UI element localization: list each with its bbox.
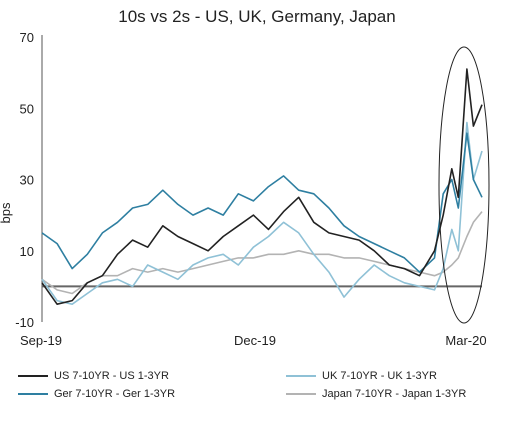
legend-item: US 7-10YR - US 1-3YR [18, 370, 169, 382]
legend-swatch [18, 393, 48, 395]
y-tick-label: 30 [20, 173, 34, 188]
legend-label: Japan 7-10YR - Japan 1-3YR [322, 388, 467, 400]
series-line-1 [41, 121, 483, 306]
y-tick-label: 70 [20, 30, 34, 45]
y-tick-label: -10 [15, 315, 34, 330]
legend-swatch [286, 375, 316, 377]
x-tick-label: Sep-19 [20, 333, 62, 348]
legend: US 7-10YR - US 1-3YR UK 7-10YR - UK 1-3YR… [0, 360, 515, 421]
x-ticks: Sep-19 Dec-19 Mar-20 [20, 333, 487, 348]
x-tick-label: Dec-19 [234, 333, 276, 348]
legend-item: UK 7-10YR - UK 1-3YR [286, 370, 437, 382]
legend-item: Japan 7-10YR - Japan 1-3YR [286, 388, 466, 400]
y-axis-label: bps [0, 202, 13, 223]
series-line-3 [41, 211, 483, 295]
chart-title: 10s vs 2s - US, UK, Germany, Japan [118, 7, 395, 26]
series-group [41, 68, 483, 306]
x-tick-label: Mar-20 [445, 333, 486, 348]
legend-label: Ger 7-10YR - Ger 1-3YR [54, 388, 176, 400]
chart-svg: 10s vs 2s - US, UK, Germany, Japan bps -… [0, 7, 490, 348]
legend-item: Ger 7-10YR - Ger 1-3YR [18, 388, 175, 400]
series-line-2 [41, 132, 483, 273]
legend-swatch [18, 375, 48, 377]
legend-label: US 7-10YR - US 1-3YR [54, 370, 169, 382]
annotation-ellipse [438, 46, 490, 324]
y-tick-label: 10 [20, 244, 34, 259]
legend-label: UK 7-10YR - UK 1-3YR [322, 370, 437, 382]
y-tick-label: 50 [20, 101, 34, 116]
legend-swatch [286, 393, 316, 395]
y-ticks: -10 10 30 50 70 [15, 30, 34, 330]
